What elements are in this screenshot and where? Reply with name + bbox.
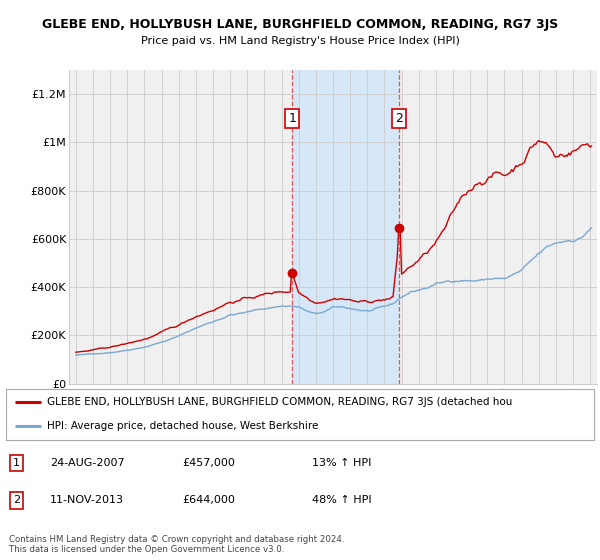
Text: GLEBE END, HOLLYBUSH LANE, BURGHFIELD COMMON, READING, RG7 3JS: GLEBE END, HOLLYBUSH LANE, BURGHFIELD CO…: [42, 17, 558, 31]
Text: Price paid vs. HM Land Registry's House Price Index (HPI): Price paid vs. HM Land Registry's House …: [140, 36, 460, 46]
Text: 2: 2: [13, 496, 20, 506]
Text: Contains HM Land Registry data © Crown copyright and database right 2024.
This d: Contains HM Land Registry data © Crown c…: [9, 535, 344, 554]
Text: HPI: Average price, detached house, West Berkshire: HPI: Average price, detached house, West…: [47, 422, 319, 432]
Text: 13% ↑ HPI: 13% ↑ HPI: [312, 458, 371, 468]
Text: 2: 2: [395, 112, 403, 125]
Text: 48% ↑ HPI: 48% ↑ HPI: [312, 496, 371, 506]
Text: 1: 1: [13, 458, 20, 468]
Bar: [292, 70, 400, 384]
Text: £457,000: £457,000: [182, 458, 235, 468]
Text: £644,000: £644,000: [182, 496, 235, 506]
Text: 11-NOV-2013: 11-NOV-2013: [50, 496, 124, 506]
Text: 1: 1: [289, 112, 296, 125]
Text: GLEBE END, HOLLYBUSH LANE, BURGHFIELD COMMON, READING, RG7 3JS (detached hou: GLEBE END, HOLLYBUSH LANE, BURGHFIELD CO…: [47, 397, 512, 407]
Text: 24-AUG-2007: 24-AUG-2007: [50, 458, 125, 468]
